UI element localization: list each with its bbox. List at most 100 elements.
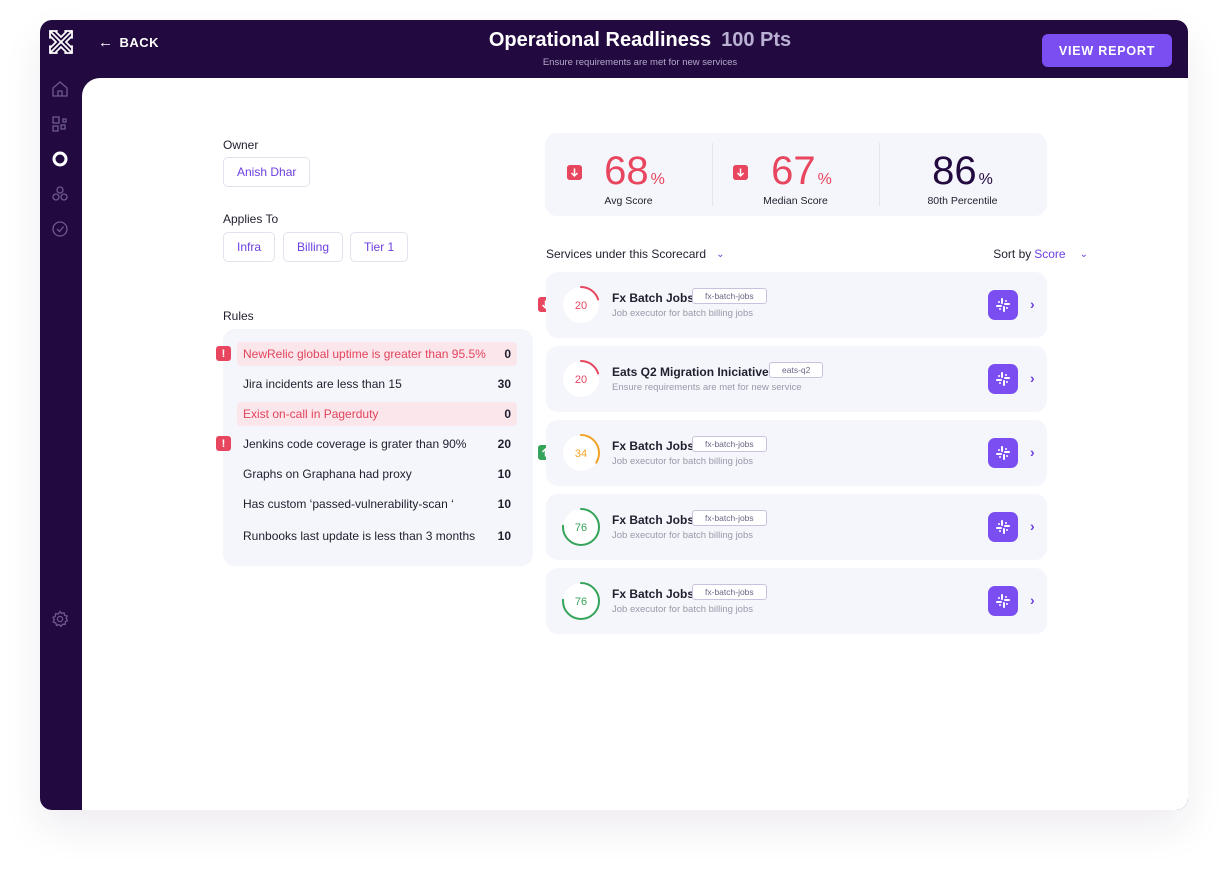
rule-row[interactable]: Graphs on Graphana had proxy 10 xyxy=(237,462,517,486)
app-window: ← BACK Operational Readliness 100 Pts Ens… xyxy=(40,20,1188,810)
service-card[interactable]: 76 Fx Batch Jobs fx-batch-jobs Job executor… xyxy=(546,494,1047,560)
stat-80th-percentile: 86% 80th Percentile xyxy=(879,133,1046,216)
alert-icon: ! xyxy=(216,346,231,361)
rule-text: NewRelic global uptime is greater than 9… xyxy=(243,347,486,361)
score-ring: 20 xyxy=(562,360,600,398)
rule-row[interactable]: Jira incidents are less than 15 30 xyxy=(237,372,517,396)
stat-label: 80th Percentile xyxy=(927,195,998,207)
score-value: 34 xyxy=(575,448,587,460)
points-total: 100 Pts xyxy=(721,29,792,51)
rule-text: Exist on-call in Pagerduty xyxy=(243,407,379,421)
applies-to-label: Applies To xyxy=(223,212,279,226)
home-icon[interactable] xyxy=(50,79,70,99)
view-report-button[interactable]: VIEW REPORT xyxy=(1042,34,1172,67)
slack-icon[interactable] xyxy=(988,586,1018,616)
rule-points: 0 xyxy=(504,347,511,361)
rule-row[interactable]: Jenkins code coverage is grater than 90%… xyxy=(237,432,517,456)
arrow-down-icon xyxy=(567,165,582,180)
slack-icon[interactable] xyxy=(988,364,1018,394)
rule-points: 10 xyxy=(497,529,511,543)
score-ring: 34 xyxy=(562,434,600,472)
sort-control[interactable]: Sort by Score ⌄ xyxy=(993,247,1088,261)
score-ring: 76 xyxy=(562,508,600,546)
service-card[interactable]: 20 Eats Q2 Migration Iniciative eats-q2 Ens… xyxy=(546,346,1047,412)
rule-text: Jenkins code coverage is grater than 90% xyxy=(243,437,467,451)
rule-row[interactable]: Exist on-call in Pagerduty 0 xyxy=(237,402,517,426)
divider xyxy=(712,143,713,206)
slack-icon[interactable] xyxy=(988,438,1018,468)
alert-icon: ! xyxy=(216,436,231,451)
chevron-down-icon: ⌄ xyxy=(1079,248,1088,260)
service-name: Fx Batch Jobs xyxy=(612,439,695,453)
score-value: 20 xyxy=(575,300,587,312)
rule-points: 20 xyxy=(497,437,511,451)
scorecard-icon[interactable] xyxy=(50,149,70,169)
page-title-line: Operational Readliness 100 Pts xyxy=(440,29,840,52)
page-title: Operational Readliness xyxy=(488,29,712,51)
service-name: Fx Batch Jobs xyxy=(612,513,695,527)
rule-row[interactable]: NewRelic global uptime is greater than 9… xyxy=(237,342,517,366)
services-filter[interactable]: Services under this Scorecard ⌄ xyxy=(546,247,724,261)
rule-points: 30 xyxy=(497,377,511,391)
rule-points: 10 xyxy=(497,497,511,511)
score-ring: 76 xyxy=(562,582,600,620)
chevron-right-icon[interactable]: › xyxy=(1030,370,1035,386)
rule-points: 10 xyxy=(497,467,511,481)
back-button[interactable]: ← BACK xyxy=(98,34,159,51)
chevron-right-icon[interactable]: › xyxy=(1030,444,1035,460)
score-value: 76 xyxy=(575,596,587,608)
logo-icon[interactable] xyxy=(47,28,75,56)
rule-text: Graphs on Graphana had proxy xyxy=(243,467,412,481)
main-content: Owner Anish Dhar Applies To Infra Billin… xyxy=(82,78,1188,810)
rule-row[interactable]: Runbooks last update is less than 3 mont… xyxy=(237,524,517,548)
chevron-down-icon: ⌄ xyxy=(716,248,725,260)
stat-median-score: 67% Median Score xyxy=(712,133,879,216)
arrow-down-icon xyxy=(733,165,748,180)
sort-prefix: Sort by xyxy=(993,247,1032,261)
rule-text: Runbooks last update is less than 3 mont… xyxy=(243,529,476,543)
applies-tag-tier[interactable]: Tier 1 xyxy=(350,232,409,262)
page-header: Operational Readliness 100 Pts Ensure req… xyxy=(440,29,840,68)
score-stats-panel: 68% Avg Score 67% Median Score 86% 80th … xyxy=(545,133,1047,216)
chevron-right-icon[interactable]: › xyxy=(1030,518,1035,534)
service-tag: fx-batch-jobs xyxy=(692,436,767,452)
service-card[interactable]: 76 Fx Batch Jobs fx-batch-jobs Job executor… xyxy=(546,568,1047,634)
stat-avg-score: 68% Avg Score xyxy=(545,133,712,216)
stat-label: Avg Score xyxy=(604,195,653,207)
service-tag: fx-batch-jobs xyxy=(692,584,767,600)
applies-tag-billing[interactable]: Billing xyxy=(283,232,344,262)
applies-tag-infra[interactable]: Infra xyxy=(223,232,276,262)
check-circle-icon[interactable] xyxy=(50,219,70,239)
services-header-label: Services under this Scorecard xyxy=(546,247,707,261)
rules-panel xyxy=(223,329,533,566)
slack-icon[interactable] xyxy=(988,290,1018,320)
service-tag: eats-q2 xyxy=(769,362,824,378)
chevron-right-icon[interactable]: › xyxy=(1030,592,1035,608)
slack-icon[interactable] xyxy=(988,512,1018,542)
sidebar xyxy=(40,20,82,810)
chevron-right-icon[interactable]: › xyxy=(1030,296,1035,312)
service-card[interactable]: 20 Fx Batch Jobs fx-batch-jobs Job executor… xyxy=(546,272,1047,338)
stat-value: 68% xyxy=(604,149,665,193)
service-description: Job executor for batch billing jobs xyxy=(612,530,753,541)
service-description: Job executor for batch billing jobs xyxy=(612,456,753,467)
catalog-icon[interactable] xyxy=(50,114,70,134)
rule-text: Has custom ‘passed-vulnerability-scan ‘ xyxy=(243,497,454,511)
service-card[interactable]: 34 Fx Batch Jobs fx-batch-jobs Job executor… xyxy=(546,420,1047,486)
divider xyxy=(879,143,880,206)
teams-icon[interactable] xyxy=(50,184,70,204)
stat-value: 86% xyxy=(932,149,993,193)
stat-value: 67% xyxy=(771,149,832,193)
service-name: Fx Batch Jobs xyxy=(612,587,695,601)
stat-label: Median Score xyxy=(763,195,828,207)
page-subtitle: Ensure requirements are met for new serv… xyxy=(542,57,738,68)
score-ring: 20 xyxy=(562,286,600,324)
gear-icon[interactable] xyxy=(50,609,70,629)
rules-label: Rules xyxy=(223,309,254,323)
rule-row[interactable]: Has custom ‘passed-vulnerability-scan ‘ … xyxy=(237,492,517,516)
sort-value: Score xyxy=(1034,247,1066,261)
owner-chip[interactable]: Anish Dhar xyxy=(223,157,311,187)
service-description: Job executor for batch billing jobs xyxy=(612,308,753,319)
score-value: 76 xyxy=(575,522,587,534)
rule-text: Jira incidents are less than 15 xyxy=(243,377,402,391)
